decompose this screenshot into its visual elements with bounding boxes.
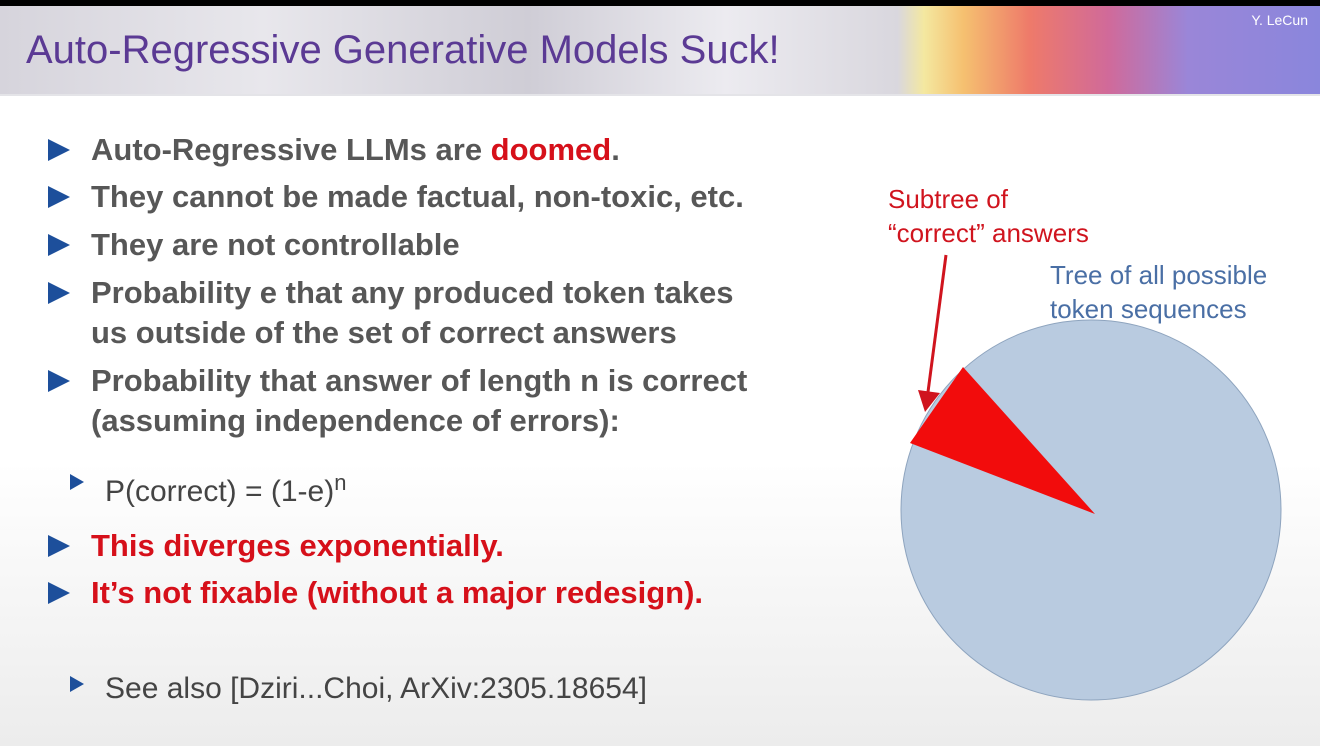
arrow-line (926, 254, 948, 393)
bullet-4: Probability e that any produced token ta… (48, 273, 734, 353)
bullet-text: us outside of the set of correct answers (91, 315, 677, 350)
reference-text: See also [Dziri...Choi, ArXiv:2305.18654… (105, 672, 647, 705)
bullet-text: Auto-Regressive LLMs are (91, 132, 491, 167)
label-line: “correct” answers (888, 218, 1089, 248)
label-line: token sequences (1050, 294, 1247, 324)
bullet-3: They are not controllable (48, 225, 460, 265)
label-line: Subtree of (888, 184, 1008, 214)
bullet-triangle-icon (48, 234, 70, 256)
bullet-1: Auto-Regressive LLMs are doomed. (48, 130, 620, 170)
bullet-triangle-icon (48, 282, 70, 304)
bullet-triangle-icon (48, 535, 70, 557)
bullet-text: It’s not fixable (without a major redesi… (91, 575, 704, 610)
bullet-text: This diverges exponentially. (91, 528, 504, 563)
bullet-7: It’s not fixable (without a major redesi… (48, 573, 703, 613)
emphasis-text: doomed (490, 132, 612, 167)
subtree-wedge (910, 367, 1095, 514)
bullet-triangle-icon (70, 474, 84, 490)
bullet-triangle-icon (48, 186, 70, 208)
bullet-text: They cannot be made factual, non-toxic, … (91, 179, 744, 214)
formula-text: P(correct) = (1-e) (105, 475, 335, 508)
bullet-triangle-icon (48, 139, 70, 161)
bullet-triangle-icon (70, 676, 84, 692)
bullet-text: Probability that answer of length n is c… (91, 363, 748, 398)
top-bar (0, 0, 1320, 6)
bullet-triangle-icon (48, 370, 70, 392)
bullet-text: Probability e that any produced token ta… (91, 275, 734, 310)
tree-label: Tree of all possible token sequences (1050, 258, 1267, 326)
bullet-text: They are not controllable (91, 227, 460, 262)
author-label: Y. LeCun (1251, 12, 1308, 28)
sub-bullet-formula: P(correct) = (1-e)n (70, 470, 346, 509)
arrow-head-icon (918, 390, 940, 412)
bullet-text: (assuming independence of errors): (91, 403, 620, 438)
bullet-triangle-icon (48, 582, 70, 604)
slide-title: Auto-Regressive Generative Models Suck! (26, 28, 780, 72)
label-line: Tree of all possible (1050, 260, 1268, 290)
bullet-6: This diverges exponentially. (48, 526, 504, 566)
bullet-2: They cannot be made factual, non-toxic, … (48, 177, 744, 217)
slide-header: Auto-Regressive Generative Models Suck! … (0, 0, 1320, 96)
subtree-label: Subtree of “correct” answers (888, 182, 1089, 250)
bullet-5: Probability that answer of length n is c… (48, 361, 747, 441)
bullet-text: . (611, 132, 620, 167)
formula-exponent: n (334, 470, 347, 495)
sub-bullet-reference: See also [Dziri...Choi, ArXiv:2305.18654… (70, 672, 647, 706)
